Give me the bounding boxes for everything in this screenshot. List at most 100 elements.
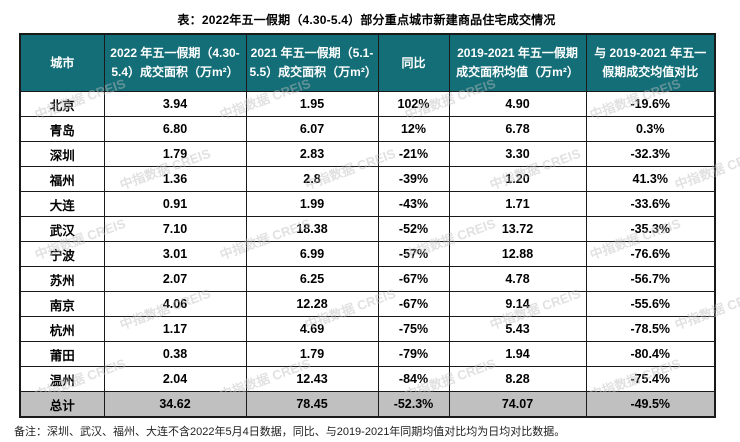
value-cell: 0.3% [585, 116, 716, 142]
value-cell: -75.4% [585, 366, 716, 392]
value-cell: 1.94 [448, 341, 587, 367]
city-cell: 武汉 [19, 216, 105, 242]
value-cell: 1.79 [103, 141, 247, 167]
value-cell: 6.25 [245, 266, 379, 292]
value-cell: -76.6% [585, 241, 716, 267]
table-row: 福州 1.36 2.8 -39% 1.20 41.3% [19, 166, 716, 192]
value-cell: 8.28 [448, 366, 587, 392]
value-cell: -52% [377, 216, 450, 242]
table-row: 北京 3.94 1.95 102% 4.90 -19.6% [19, 91, 716, 117]
value-cell: -57% [377, 241, 450, 267]
value-cell: 2.8 [245, 166, 379, 192]
value-cell: 12% [377, 116, 450, 142]
city-cell: 南京 [19, 291, 105, 317]
value-cell: -84% [377, 366, 450, 392]
value-cell: 102% [377, 91, 450, 117]
value-cell: 1.99 [245, 191, 379, 217]
table-row: 武汉 7.10 18.38 -52% 13.72 -35.3% [19, 216, 716, 242]
value-cell: 6.78 [448, 116, 587, 142]
column-header-4: 同比 [377, 33, 450, 92]
value-cell: 4.90 [448, 91, 587, 117]
value-cell: 6.99 [245, 241, 379, 267]
city-cell: 温州 [19, 366, 105, 392]
value-cell: -39% [377, 166, 450, 192]
table-row: 大连 0.91 1.99 -43% 1.71 -33.6% [19, 191, 716, 217]
table-row: 宁波 3.01 6.99 -57% 12.88 -76.6% [19, 241, 716, 267]
value-cell: 1.71 [448, 191, 587, 217]
value-cell: 6.80 [103, 116, 247, 142]
value-cell: 1.79 [245, 341, 379, 367]
value-cell: 0.91 [103, 191, 247, 217]
value-cell: 12.28 [245, 291, 379, 317]
value-cell: 1.20 [448, 166, 587, 192]
value-cell: -80.4% [585, 341, 716, 367]
table-title: 表：2022年五一假期（4.30-5.4）部分重点城市新建商品住宅成交情况 [177, 13, 556, 27]
city-cell: 莆田 [19, 341, 105, 367]
value-cell: 34.62 [103, 391, 247, 418]
value-cell: 7.10 [103, 216, 247, 242]
table-row: 苏州 2.07 6.25 -67% 4.78 -56.7% [19, 266, 716, 292]
value-cell: -78.5% [585, 316, 716, 342]
table-row: 深圳 1.79 2.83 -21% 3.30 -32.3% [19, 141, 716, 167]
city-cell: 宁波 [19, 241, 105, 267]
value-cell: 1.95 [245, 91, 379, 117]
footnote: 备注：深圳、武汉、福州、大连不含2022年5月4日数据，同比、与2019-202… [14, 426, 566, 438]
value-cell: -55.6% [585, 291, 716, 317]
value-cell: 0.38 [103, 341, 247, 367]
city-cell: 苏州 [19, 266, 105, 292]
value-cell: -79% [377, 341, 450, 367]
city-cell: 青岛 [19, 116, 105, 142]
column-header-2: 2022 年五一假期（4.30-5.4）成交面积（万m²） [103, 33, 247, 92]
city-cell: 大连 [19, 191, 105, 217]
value-cell: -32.3% [585, 141, 716, 167]
value-cell: 3.01 [103, 241, 247, 267]
value-cell: 13.72 [448, 216, 587, 242]
value-cell: 4.69 [245, 316, 379, 342]
table-row: 温州 2.04 12.43 -84% 8.28 -75.4% [19, 366, 716, 392]
table-header: 城市 2022 年五一假期（4.30-5.4）成交面积（万m²） 2021 年五一假… [19, 33, 716, 92]
value-cell: 12.88 [448, 241, 587, 267]
table-row: 杭州 1.17 4.69 -75% 5.43 -78.5% [19, 316, 716, 342]
value-cell: 12.43 [245, 366, 379, 392]
column-header-1: 城市 [19, 33, 105, 92]
city-cell: 福州 [19, 166, 105, 192]
value-cell: -35.3% [585, 216, 716, 242]
value-cell: -56.7% [585, 266, 716, 292]
city-cell: 深圳 [19, 141, 105, 167]
value-cell: 2.83 [245, 141, 379, 167]
value-cell: -67% [377, 266, 450, 292]
value-cell: 6.07 [245, 116, 379, 142]
column-header-3: 2021 年五一假期（5.1-5.5）成交面积（万m²） [245, 33, 379, 92]
value-cell: 5.43 [448, 316, 587, 342]
value-cell: -33.6% [585, 191, 716, 217]
value-cell: -75% [377, 316, 450, 342]
housing-transactions-table: 城市 2022 年五一假期（4.30-5.4）成交面积（万m²） 2021 年五一假… [19, 33, 716, 418]
value-cell: 2.07 [103, 266, 247, 292]
value-cell: 18.38 [245, 216, 379, 242]
value-cell: 1.17 [103, 316, 247, 342]
value-cell: -21% [377, 141, 450, 167]
table-row: 南京 4.06 12.28 -67% 9.14 -55.6% [19, 291, 716, 317]
header-row: 城市 2022 年五一假期（4.30-5.4）成交面积（万m²） 2021 年五一假… [19, 33, 716, 92]
value-cell: -52.3% [377, 391, 450, 418]
value-cell: 41.3% [585, 166, 716, 192]
value-cell: -49.5% [585, 391, 716, 418]
value-cell: 3.94 [103, 91, 247, 117]
city-cell: 杭州 [19, 316, 105, 342]
value-cell: 74.07 [448, 391, 587, 418]
value-cell: -43% [377, 191, 450, 217]
column-header-6: 与 2019-2021 年五一假期成交均值对比 [585, 33, 716, 92]
value-cell: 1.36 [103, 166, 247, 192]
table-row: 莆田 0.38 1.79 -79% 1.94 -80.4% [19, 341, 716, 367]
table-body: 北京 3.94 1.95 102% 4.90 -19.6% 青岛 6.80 6.07 12% 6.7… [19, 91, 716, 418]
total-label-cell: 总计 [19, 391, 105, 418]
value-cell: 3.30 [448, 141, 587, 167]
value-cell: 78.45 [245, 391, 379, 418]
city-cell: 北京 [19, 91, 105, 117]
column-header-5: 2019-2021 年五一假期成交面积均值（万m²） [448, 33, 587, 92]
value-cell: 2.04 [103, 366, 247, 392]
value-cell: -67% [377, 291, 450, 317]
value-cell: -19.6% [585, 91, 716, 117]
value-cell: 9.14 [448, 291, 587, 317]
